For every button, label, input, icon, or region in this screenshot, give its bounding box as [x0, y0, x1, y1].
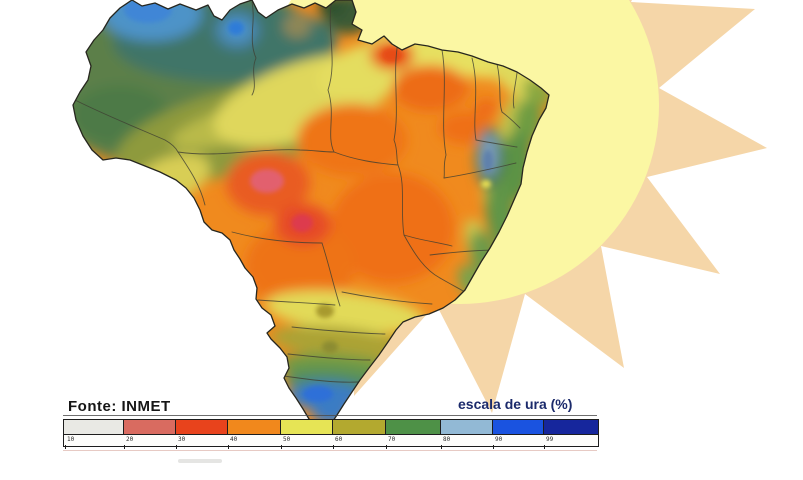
scale-tick: 60	[332, 435, 343, 449]
scale-tick: 40	[227, 435, 238, 449]
scale-tick: 80	[440, 435, 451, 449]
scale-segment	[228, 420, 281, 434]
scale-tick: 20	[123, 435, 134, 449]
legend-title: escala de ura (%)	[458, 396, 573, 412]
scale-tick: 30	[175, 435, 186, 449]
legend-top-rule	[63, 415, 597, 416]
scale-tick: 99	[543, 435, 554, 449]
scale-segment	[386, 420, 441, 434]
scale-segment	[333, 420, 386, 434]
legend-faint-rule	[63, 450, 597, 451]
scale-tick: 10	[64, 435, 75, 449]
scale-segment	[124, 420, 176, 434]
scale-segment	[493, 420, 544, 434]
scale-segment	[441, 420, 493, 434]
scale-tick: 50	[280, 435, 291, 449]
scale-segment	[64, 420, 124, 434]
scale-tick-strip: 10 20 30 40 50 60 70 80 90 99	[63, 434, 599, 449]
color-scale-bar	[63, 419, 599, 435]
faint-smudge	[178, 459, 222, 463]
scale-segment	[281, 420, 333, 434]
scale-segment	[544, 420, 598, 434]
humidity-field	[73, 0, 549, 431]
scale-tick: 70	[385, 435, 396, 449]
source-label: Fonte: INMET	[68, 398, 171, 415]
scale-segment	[176, 420, 228, 434]
state-borders	[74, 0, 521, 383]
scale-tick: 90	[492, 435, 503, 449]
brazil-outline	[72, 0, 550, 432]
